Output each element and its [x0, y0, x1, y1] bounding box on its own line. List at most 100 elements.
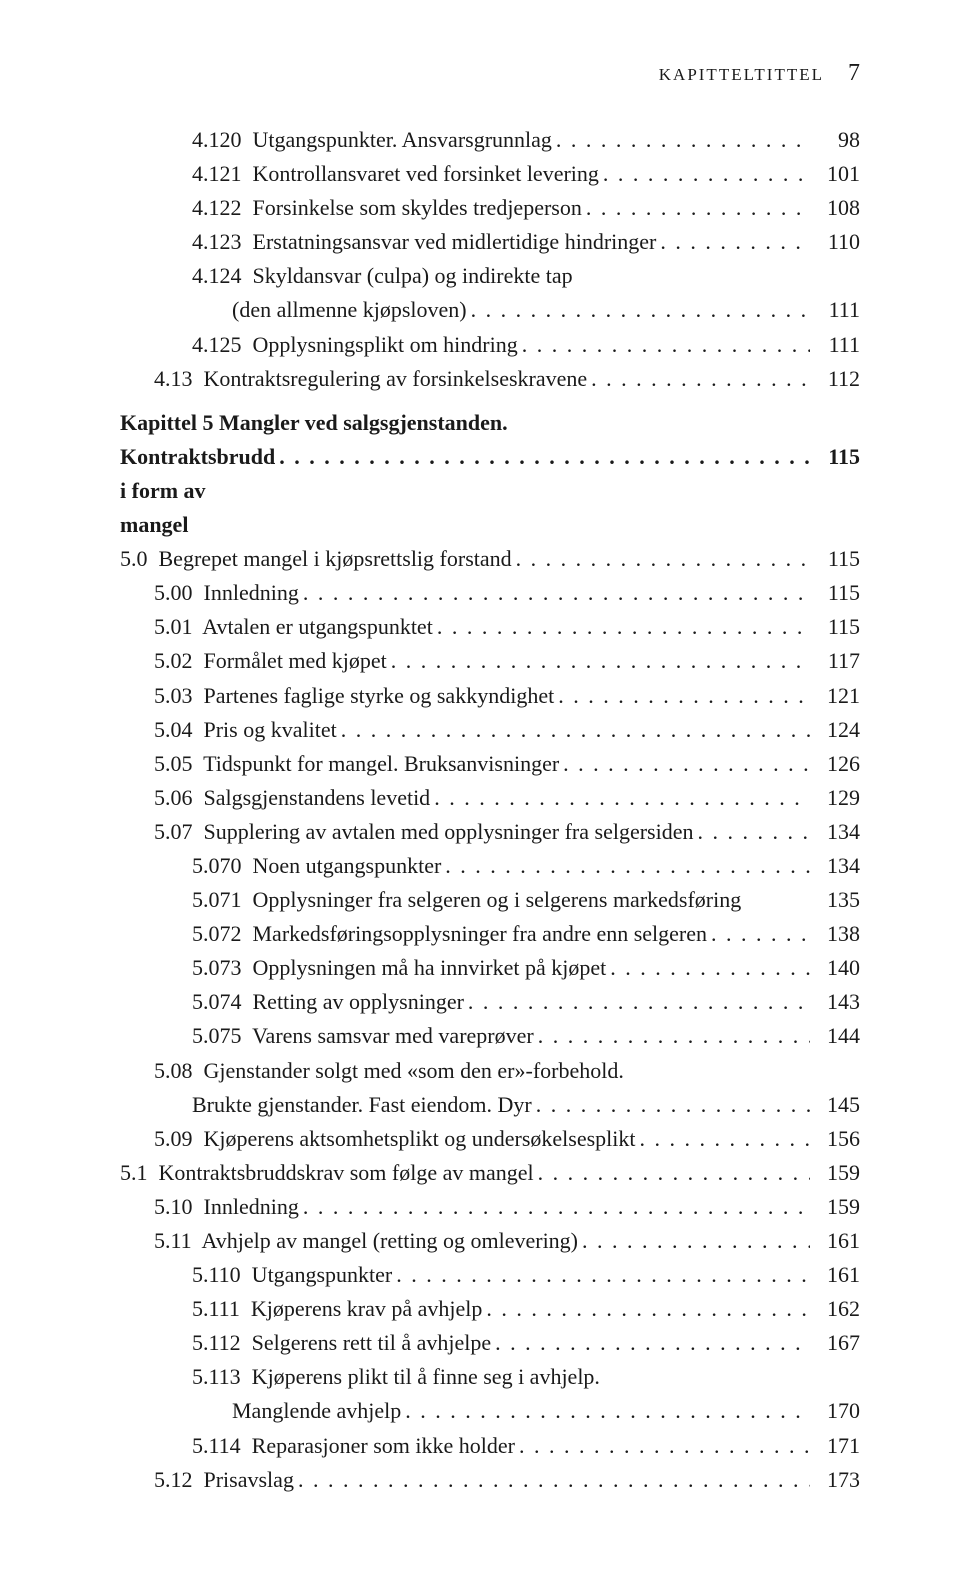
toc-page: 145: [814, 1088, 860, 1122]
toc-entry: 4.13 Kontraktsregulering av forsinkelses…: [120, 362, 860, 396]
toc-entry: 4.120 Utgangspunkter. Ansvarsgrunnlag98: [120, 123, 860, 157]
toc-label: 5.1 Kontraktsbruddskrav som følge av man…: [120, 1156, 534, 1190]
toc-label: 5.114 Reparasjoner som ikke holder: [192, 1429, 515, 1463]
page-header: KAPITTELTITTEL 7: [120, 60, 860, 87]
toc-label: Brukte gjenstander. Fast eiendom. Dyr: [192, 1088, 532, 1122]
toc-page: 108: [814, 191, 860, 225]
toc-entry: 5.09 Kjøperens aktsomhetsplikt og unders…: [120, 1122, 860, 1156]
toc-entry: 5.01 Avtalen er utgangspunktet 115: [120, 610, 860, 644]
toc-page: 129: [814, 781, 860, 815]
toc-label: Kapittel 5 Mangler ved salgsgjenstanden.: [120, 406, 860, 440]
toc-chapter-line: Kontraktsbrudd i form av mangel115: [120, 440, 860, 542]
toc-label: 5.01 Avtalen er utgangspunktet: [154, 610, 433, 644]
toc-entry: 5.074 Retting av opplysninger 143: [120, 985, 860, 1019]
toc-entry: 5.075 Varens samsvar med vareprøver144: [120, 1019, 860, 1053]
toc-entry: 5.0 Begrepet mangel i kjøpsrettslig fors…: [120, 542, 860, 576]
toc-label: 5.111 Kjøperens krav på avhjelp: [192, 1292, 482, 1326]
toc-label: 4.123 Erstatningsansvar ved midlertidige…: [192, 225, 656, 259]
toc-entry-continuation: Brukte gjenstander. Fast eiendom. Dyr 145: [120, 1088, 860, 1122]
toc-leader-dots: [522, 328, 810, 362]
toc-label: 4.124 Skyldansvar (culpa) og indirekte t…: [192, 259, 573, 293]
toc-page: 117: [814, 644, 860, 678]
toc-leader-dots: [610, 951, 810, 985]
toc-leader-dots: [298, 1463, 810, 1497]
toc-page: 140: [814, 951, 860, 985]
toc-entry: 5.113 Kjøperens plikt til å finne seg i …: [120, 1360, 860, 1394]
toc-page: 162: [814, 1292, 860, 1326]
toc-leader-dots: [582, 1224, 810, 1258]
toc-label: 5.05 Tidspunkt for mangel. Bruksanvisnin…: [154, 747, 559, 781]
toc-entry: 5.070 Noen utgangspunkter134: [120, 849, 860, 883]
toc-page: 156: [814, 1122, 860, 1156]
toc-page: 111: [814, 293, 860, 327]
toc-leader-dots: [586, 191, 810, 225]
toc-page: 170: [814, 1394, 860, 1428]
toc-page: 124: [814, 713, 860, 747]
toc-page: 98: [814, 123, 860, 157]
toc-label: 5.113 Kjøperens plikt til å finne seg i …: [192, 1360, 600, 1394]
toc-page: 138: [814, 917, 860, 951]
toc-entry-continuation: (den allmenne kjøpsloven)111: [120, 293, 860, 327]
toc-page: 121: [814, 679, 860, 713]
toc-entry: 5.111 Kjøperens krav på avhjelp 162: [120, 1292, 860, 1326]
toc-leader-dots: [538, 1019, 810, 1053]
toc-page: 159: [814, 1190, 860, 1224]
toc-leader-dots: [711, 917, 810, 951]
toc-leader-dots: [445, 849, 810, 883]
toc-page: 143: [814, 985, 860, 1019]
toc-label: 4.13 Kontraktsregulering av forsinkelses…: [154, 362, 587, 396]
toc-entry: 5.073 Opplysningen må ha innvirket på kj…: [120, 951, 860, 985]
toc-leader-dots: [471, 293, 810, 327]
toc-label: 5.073 Opplysningen må ha innvirket på kj…: [192, 951, 606, 985]
toc-entry: 4.124 Skyldansvar (culpa) og indirekte t…: [120, 259, 860, 293]
toc-label: 5.06 Salgsgjenstandens levetid: [154, 781, 430, 815]
toc-label: 4.122 Forsinkelse som skyldes tredjepers…: [192, 191, 582, 225]
toc-page: 134: [814, 815, 860, 849]
toc-leader-dots: [486, 1292, 810, 1326]
toc-leader-dots: [437, 610, 810, 644]
toc-leader-dots: [591, 362, 810, 396]
header-label: KAPITTELTITTEL: [659, 65, 824, 85]
toc-entry: 5.11 Avhjelp av mangel (retting og omlev…: [120, 1224, 860, 1258]
toc-entry: 5.08 Gjenstander solgt med «som den er»-…: [120, 1054, 860, 1088]
toc-page: 115: [814, 440, 860, 474]
toc-page: 135: [814, 883, 860, 917]
toc-page: 144: [814, 1019, 860, 1053]
toc-label: 5.074 Retting av opplysninger: [192, 985, 464, 1019]
toc-entry: 5.10 Innledning 159: [120, 1190, 860, 1224]
toc-leader-dots: [697, 815, 810, 849]
toc-leader-dots: [519, 1429, 810, 1463]
toc-label: 5.071 Opplysninger fra selgeren og i sel…: [192, 883, 741, 917]
toc-entry: 4.122 Forsinkelse som skyldes tredjepers…: [120, 191, 860, 225]
toc-label: 5.04 Pris og kvalitet: [154, 713, 337, 747]
toc-entry: 5.110 Utgangspunkter 161: [120, 1258, 860, 1292]
toc-leader-dots: [303, 1190, 810, 1224]
toc-label: 5.00 Innledning: [154, 576, 299, 610]
toc-entry-continuation: Manglende avhjelp170: [120, 1394, 860, 1428]
toc-entry: 5.06 Salgsgjenstandens levetid 129: [120, 781, 860, 815]
toc-leader-dots: [660, 225, 810, 259]
toc-entry: 5.12 Prisavslag173: [120, 1463, 860, 1497]
toc-leader-dots: [495, 1326, 810, 1360]
toc-leader-dots: [391, 644, 810, 678]
toc-leader-dots: [516, 542, 810, 576]
toc-entry: 5.00 Innledning115: [120, 576, 860, 610]
toc-leader-dots: [434, 781, 810, 815]
toc-entry: 5.02 Formålet med kjøpet117: [120, 644, 860, 678]
toc-entry: 4.123 Erstatningsansvar ved midlertidige…: [120, 225, 860, 259]
toc-entry: 5.071 Opplysninger fra selgeren og i sel…: [120, 883, 860, 917]
toc-page: 115: [814, 610, 860, 644]
toc-leader-dots: [303, 576, 810, 610]
toc-label: 4.125 Opplysningsplikt om hindring: [192, 328, 518, 362]
toc-leader-dots: [563, 747, 810, 781]
toc-page: 161: [814, 1258, 860, 1292]
toc-page: 159: [814, 1156, 860, 1190]
toc-leader-dots: [405, 1394, 810, 1428]
toc-entry: 4.125 Opplysningsplikt om hindring111: [120, 328, 860, 362]
toc-label: 5.110 Utgangspunkter: [192, 1258, 392, 1292]
toc-label: 5.0 Begrepet mangel i kjøpsrettslig fors…: [120, 542, 512, 576]
toc-entry: 5.1 Kontraktsbruddskrav som følge av man…: [120, 1156, 860, 1190]
toc-label: 5.10 Innledning: [154, 1190, 299, 1224]
toc-page: 167: [814, 1326, 860, 1360]
toc-entry: 5.04 Pris og kvalitet 124: [120, 713, 860, 747]
